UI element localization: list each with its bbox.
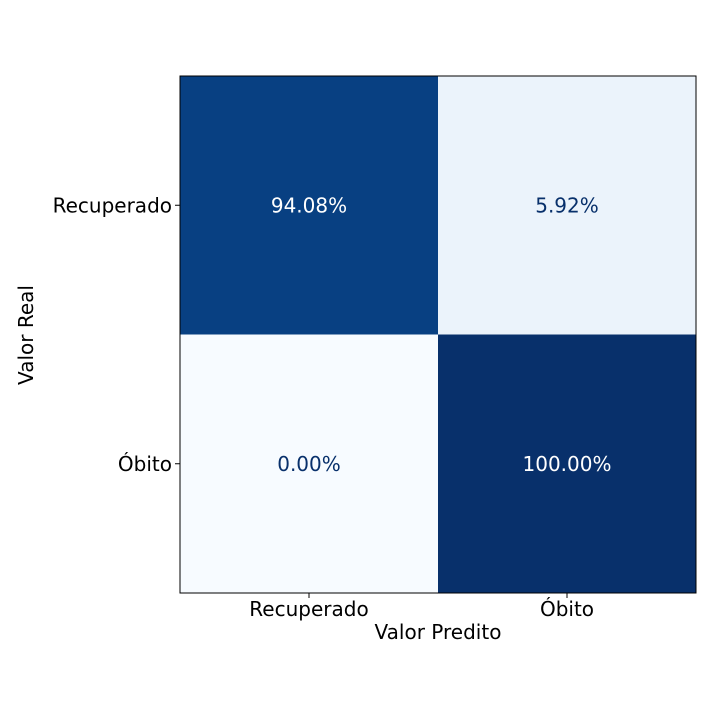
- heatmap-cell-r1-c1: [438, 334, 696, 593]
- cell-value-label-r0-c0: 94.08%: [271, 193, 347, 217]
- axis-ticks: [175, 204, 568, 598]
- cell-value-labels: 94.08% 5.92% 0.00% 100.00%: [271, 193, 612, 476]
- y-tick-label: Recuperado: [53, 193, 172, 217]
- cell-value-label-r1-c0: 0.00%: [277, 452, 341, 476]
- cell-value-label-r0-c1: 5.92%: [535, 193, 599, 217]
- heatmap-cell-r0-c0: [180, 76, 438, 335]
- y-tick-label: Óbito: [118, 452, 172, 476]
- y-axis-label: Valor Real: [14, 285, 38, 385]
- heatmap-cells: [180, 76, 696, 593]
- x-tick-label: Recuperado: [249, 597, 368, 621]
- x-axis-label: Valor Predito: [375, 620, 502, 644]
- x-tick-label: Óbito: [540, 597, 594, 621]
- axis-tick-labels: Recuperado Óbito Recuperado Óbito: [53, 193, 594, 621]
- plot-frame: [179, 75, 697, 594]
- cell-value-label-r1-c1: 100.00%: [523, 452, 612, 476]
- heatmap-cell-r0-c1: [438, 76, 696, 335]
- heatmap-cell-r1-c0: [180, 334, 438, 593]
